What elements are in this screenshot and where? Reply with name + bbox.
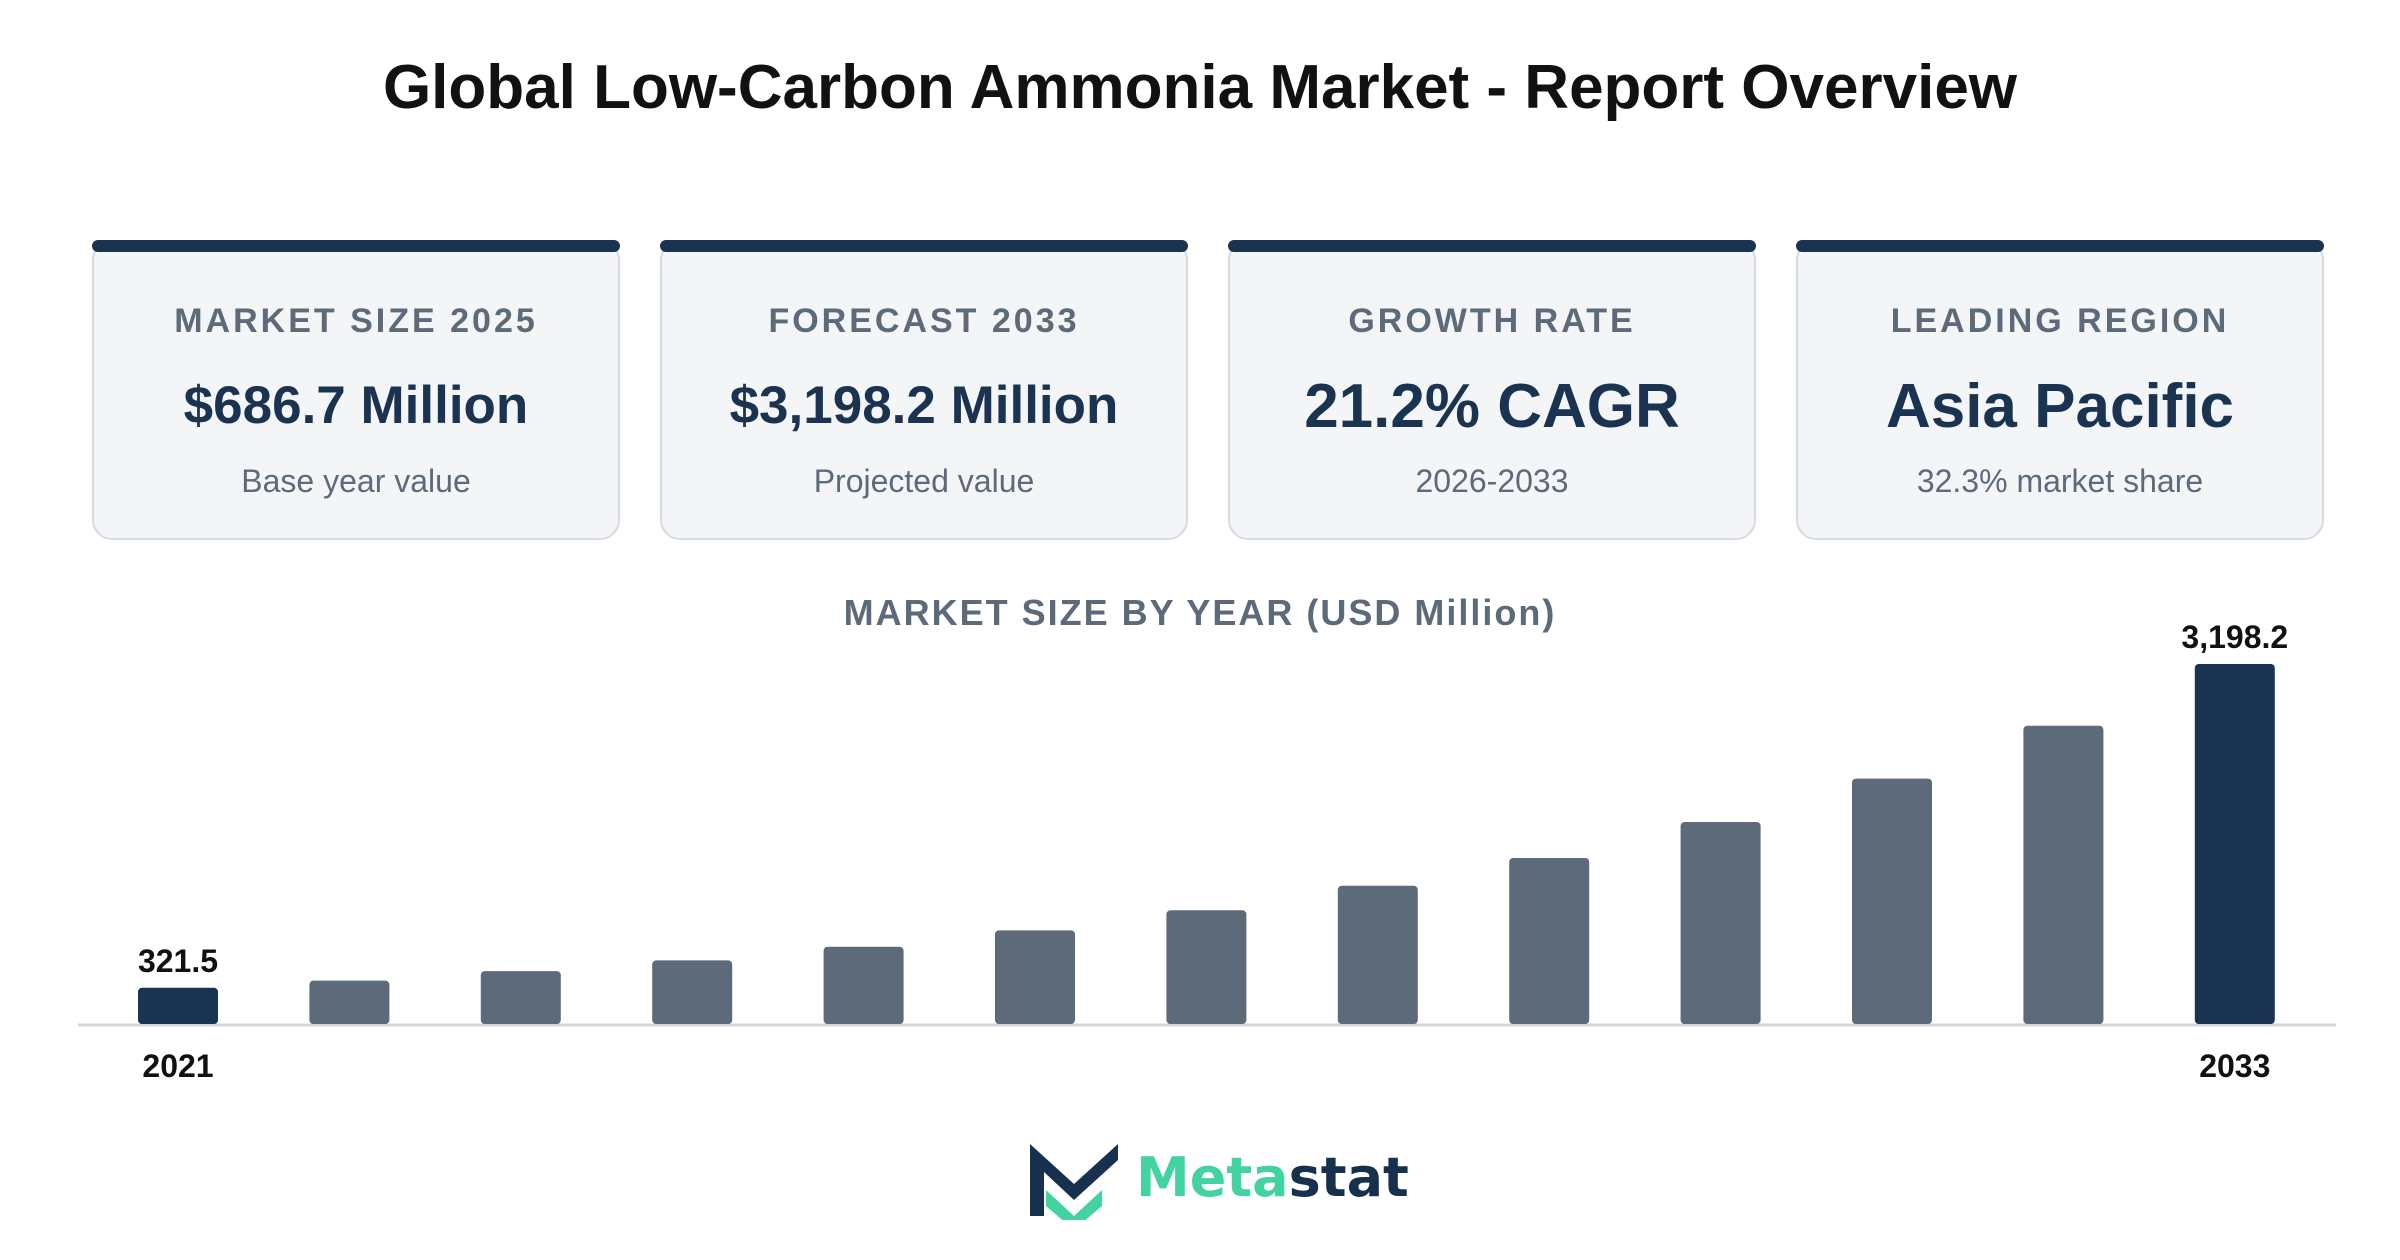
card-market-size: MARKET SIZE 2025 $686.7 Million Base yea… — [92, 240, 620, 540]
card-accent-bar — [1796, 240, 2324, 252]
chart-title: MARKET SIZE BY YEAR (USD Million) — [843, 592, 1557, 633]
card-accent-bar — [1228, 240, 1756, 252]
card-value: Asia Pacific — [1885, 372, 2235, 441]
card-leading-region: LEADING REGION Asia Pacific 32.3% market… — [1796, 240, 2324, 540]
data-label-2033: 3,198.2 — [2181, 619, 2288, 655]
bar-2029 — [1509, 857, 1590, 1024]
card-subtext: Base year value — [241, 463, 471, 499]
card-label: GROWTH RATE — [1348, 302, 1636, 340]
card-label: MARKET SIZE 2025 — [174, 302, 538, 340]
card-accent-bar — [660, 240, 1188, 252]
card-value: 21.2% CAGR — [1304, 372, 1680, 441]
logo-text-accent: Meta — [1136, 1146, 1289, 1209]
data-label-2021: 321.5 — [138, 943, 218, 979]
bar-2027 — [1166, 910, 1247, 1024]
logo-mark-icon — [1030, 1144, 1118, 1230]
bar-2033 — [2194, 664, 2275, 1024]
bar-2028 — [1337, 885, 1418, 1024]
x-tick-label-2033: 2033 — [2199, 1048, 2270, 1084]
bar-2030 — [1680, 821, 1761, 1024]
x-tick-label-2021: 2021 — [142, 1048, 213, 1084]
bar-2025 — [823, 946, 904, 1024]
bar-2026 — [995, 930, 1075, 1024]
card-subtext: Projected value — [813, 463, 1035, 499]
bar-2021 — [138, 987, 218, 1024]
card-label: LEADING REGION — [1890, 302, 2230, 340]
card-value: $686.7 Million — [183, 376, 529, 435]
card-subtext: 2026-2033 — [1415, 463, 1569, 499]
card-growth-rate: GROWTH RATE 21.2% CAGR 2026-2033 — [1228, 240, 1756, 540]
card-label: FORECAST 2033 — [768, 302, 1080, 340]
bar-2031 — [1852, 778, 1932, 1024]
bar-2024 — [652, 960, 733, 1024]
card-accent-bar — [92, 240, 620, 252]
bar-2022 — [309, 980, 390, 1024]
metastat-logo: Metastat — [1028, 1140, 1409, 1230]
kpi-cards: MARKET SIZE 2025 $686.7 Million Base yea… — [92, 240, 2324, 540]
card-forecast: FORECAST 2033 $3,198.2 Million Projected… — [660, 240, 1188, 540]
bar-2032 — [2023, 725, 2104, 1024]
page-title: Global Low-Carbon Ammonia Market - Repor… — [382, 53, 2018, 122]
logo-wordmark: Metastat — [1136, 1146, 1409, 1209]
logo-text-main: stat — [1288, 1146, 1409, 1209]
card-subtext: 32.3% market share — [1916, 463, 2204, 499]
card-value: $3,198.2 Million — [729, 376, 1119, 435]
bar-2023 — [480, 971, 561, 1024]
